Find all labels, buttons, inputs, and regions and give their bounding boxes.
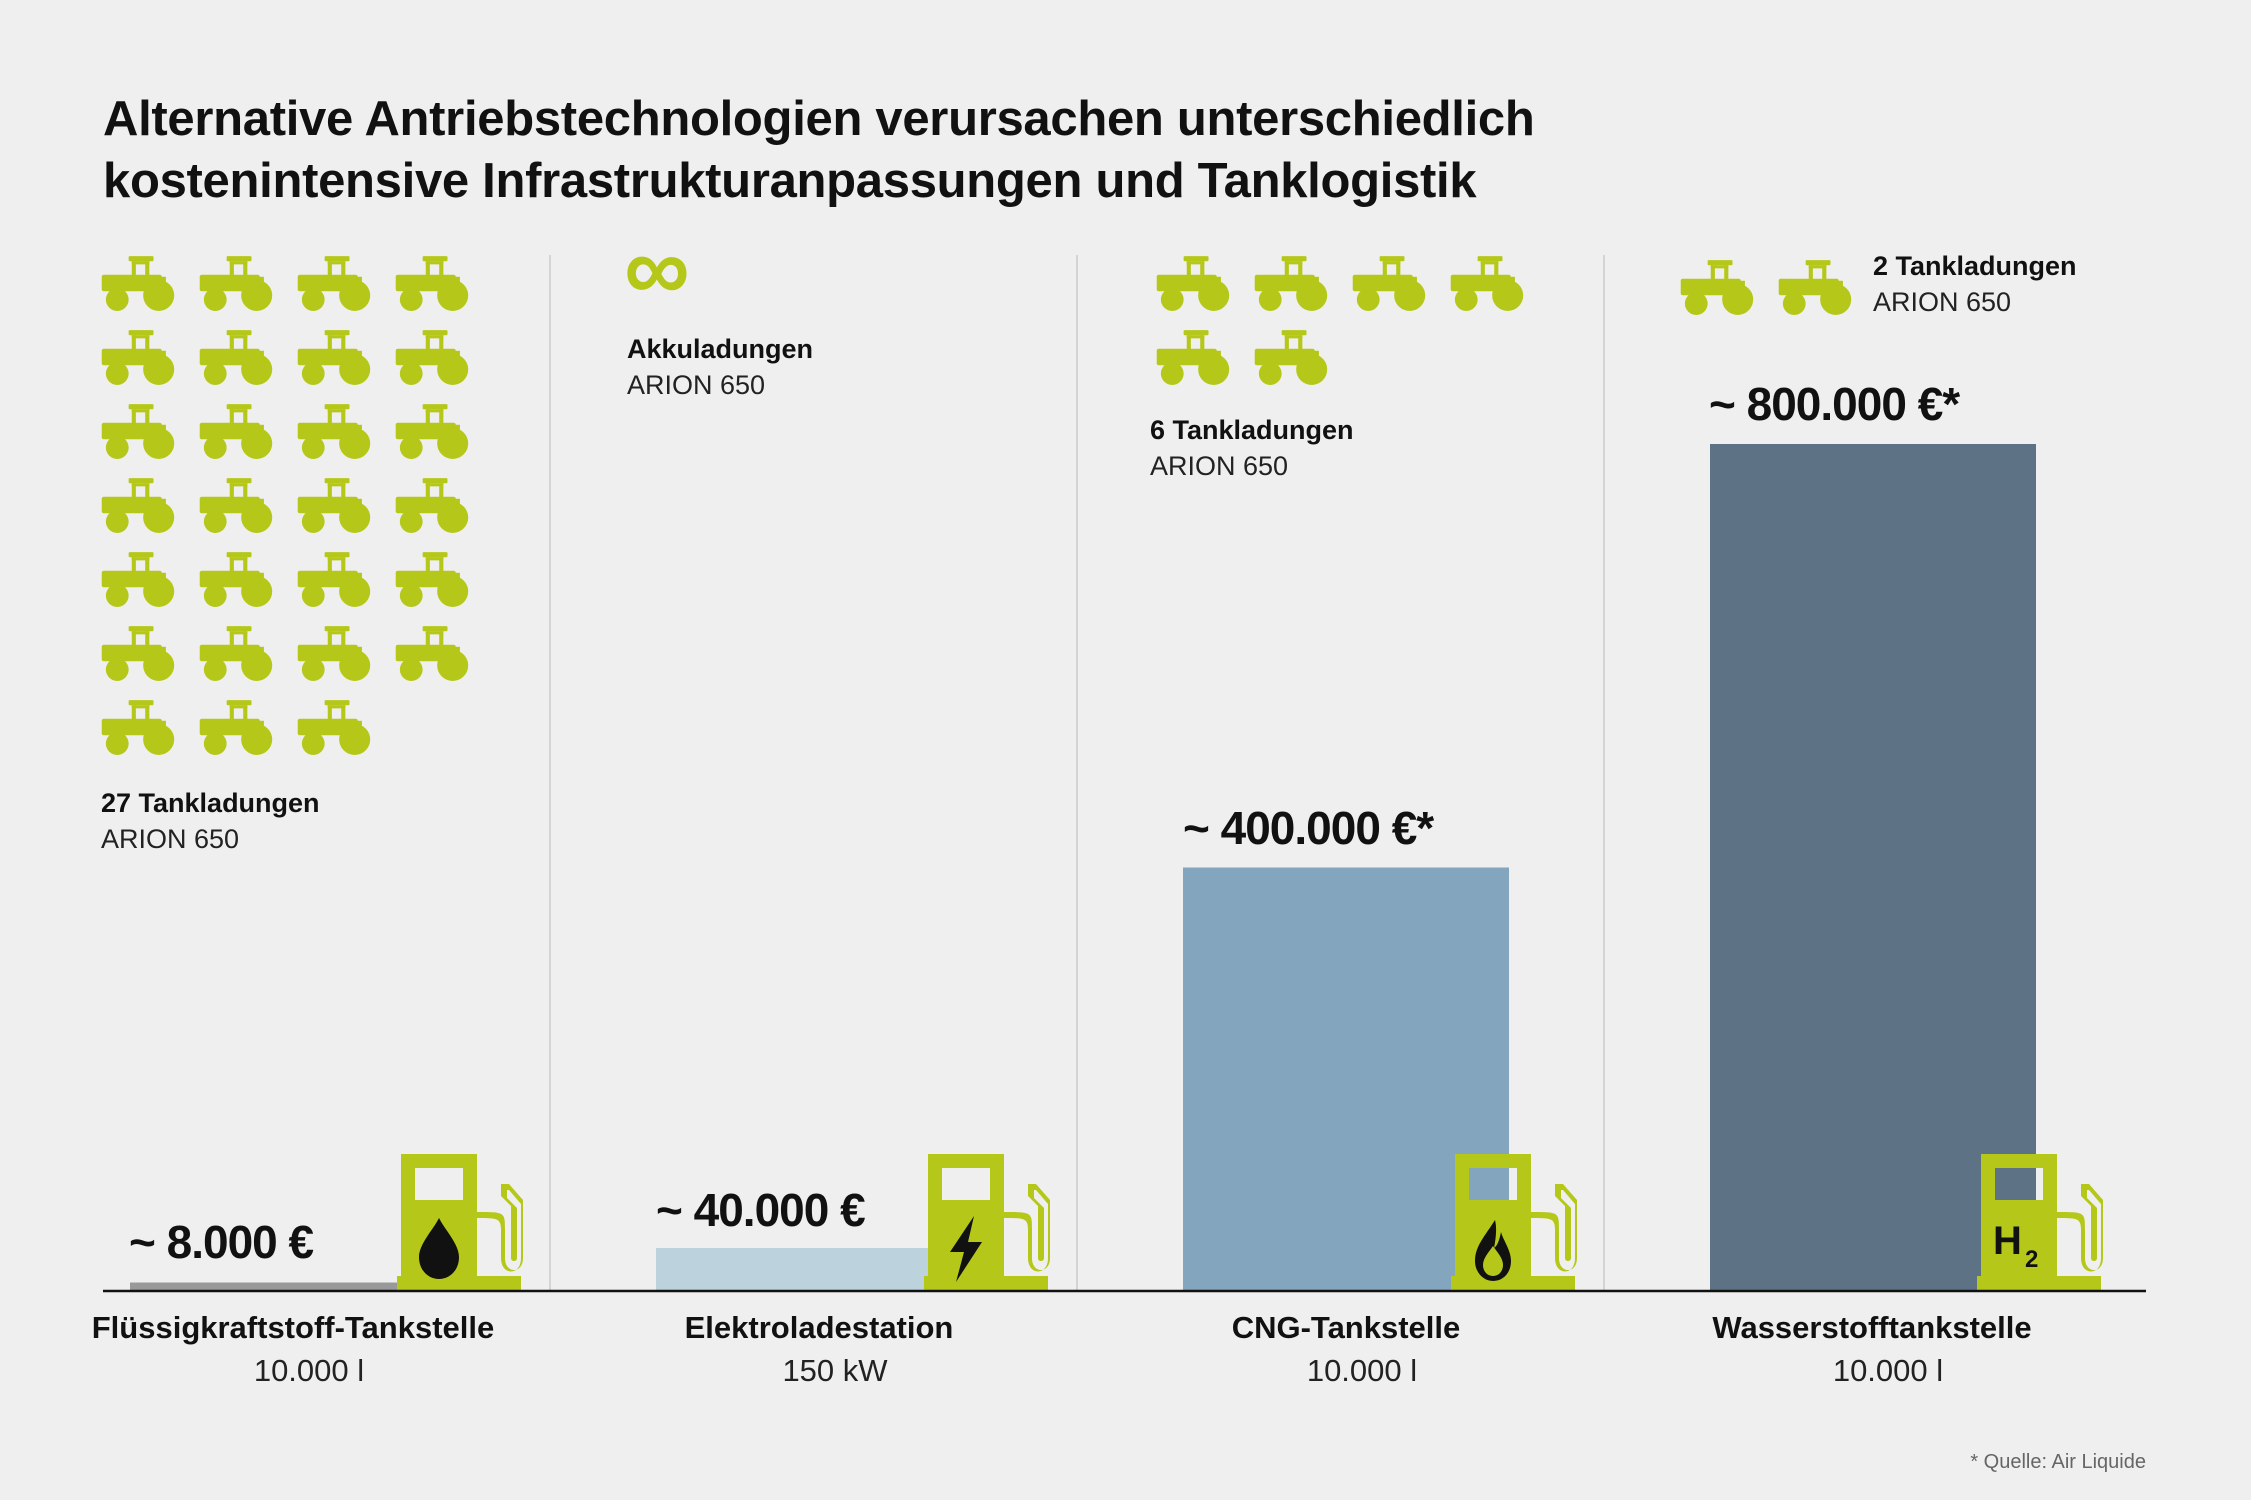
category-label-4: Wasserstofftankstelle [1712, 1310, 2031, 1345]
refuel-model-4: ARION 650 [1873, 287, 2011, 317]
refuel-model-2: ARION 650 [627, 370, 765, 400]
tractor-icon [1778, 260, 1852, 315]
bars [130, 444, 2036, 1291]
source-note: * Quelle: Air Liquide [1970, 1451, 2146, 1473]
value-label-3: ~ 400.000 €* [1183, 802, 1434, 854]
tractor-icon [199, 256, 273, 311]
tractor-icon [1254, 330, 1328, 385]
tractor-icon [1254, 256, 1328, 311]
tractor-icon [199, 552, 273, 607]
tractor-icon [199, 626, 273, 681]
lightning-icon [950, 1216, 982, 1282]
tractor-icon [199, 404, 273, 459]
bar-3 [1183, 867, 1509, 1291]
refuel-label-1: 27 Tankladungen [101, 788, 320, 818]
category-sublabel-2: 150 kW [782, 1353, 888, 1388]
tractor-refuel-icons [101, 256, 1852, 755]
tractor-icon [297, 404, 371, 459]
category-label-2: Elektroladestation [685, 1310, 954, 1345]
tractor-icon [297, 552, 371, 607]
value-label-4: ~ 800.000 €* [1709, 378, 1960, 430]
tractor-icon [1156, 256, 1230, 311]
tractor-icon [101, 700, 175, 755]
category-label-3: CNG-Tankstelle [1232, 1310, 1461, 1345]
tractor-icon [395, 256, 469, 311]
value-label-2: ~ 40.000 € [656, 1184, 865, 1236]
tractor-icon [101, 478, 175, 533]
tractor-icon [297, 700, 371, 755]
tractor-icon [101, 330, 175, 385]
fuel-pump-icon [397, 1154, 523, 1290]
tractor-icon [297, 256, 371, 311]
tractor-icon [101, 404, 175, 459]
refuel-label-4: 2 Tankladungen [1873, 251, 2077, 281]
gas-flame-icon [1475, 1220, 1511, 1281]
tractor-icon [1450, 256, 1524, 311]
refuel-label-3: 6 Tankladungen [1150, 415, 1354, 445]
category-label-1: Flüssigkraftstoff-Tankstelle [92, 1310, 495, 1345]
tractor-icon [297, 330, 371, 385]
tractor-icon [395, 404, 469, 459]
chart-title: Alternative Antriebstechnologien verursa… [103, 88, 2003, 212]
chart-labels: ~ 8.000 € ~ 40.000 € ~ 400.000 €* ~ 800.000… [92, 218, 2146, 1473]
tractor-icon [101, 256, 175, 311]
fuel-pump-icon [924, 1154, 1050, 1290]
bar-4 [1710, 444, 2036, 1291]
category-sublabel-4: 10.000 l [1833, 1353, 1943, 1388]
tractor-icon [395, 626, 469, 681]
category-sublabel-1: 10.000 l [254, 1353, 364, 1388]
value-label-1: ~ 8.000 € [129, 1216, 314, 1268]
chart-title-line-2: kostenintensive Infrastrukturanpassungen… [103, 154, 1477, 208]
tractor-icon [297, 626, 371, 681]
tractor-icon [199, 330, 273, 385]
category-sublabel-3: 10.000 l [1307, 1353, 1417, 1388]
refuel-model-1: ARION 650 [101, 824, 239, 854]
tractor-icon [395, 478, 469, 533]
tractor-icon [395, 552, 469, 607]
tractor-icon [1156, 330, 1230, 385]
chart-title-line-1: Alternative Antriebstechnologien verursa… [103, 92, 1535, 146]
tractor-icon [101, 552, 175, 607]
fuel-drop-icon [419, 1218, 459, 1279]
refuel-label-2: Akkuladungen [627, 334, 813, 364]
column-dividers [549, 255, 1605, 1291]
tractor-icon [395, 330, 469, 385]
tractor-icon [1352, 256, 1426, 311]
infinity-icon: ∞ [624, 218, 690, 320]
tractor-icon [199, 478, 273, 533]
tractor-icon [199, 700, 273, 755]
tractor-icon [101, 626, 175, 681]
tractor-icon [1680, 260, 1754, 315]
h2-letter: H [1993, 1219, 2022, 1263]
tractor-icon [297, 478, 371, 533]
fuel-pump-icon [1451, 1154, 1577, 1290]
refuel-model-3: ARION 650 [1150, 451, 1288, 481]
bar-1 [130, 1282, 456, 1291]
h2-subscript: 2 [2025, 1246, 2038, 1273]
